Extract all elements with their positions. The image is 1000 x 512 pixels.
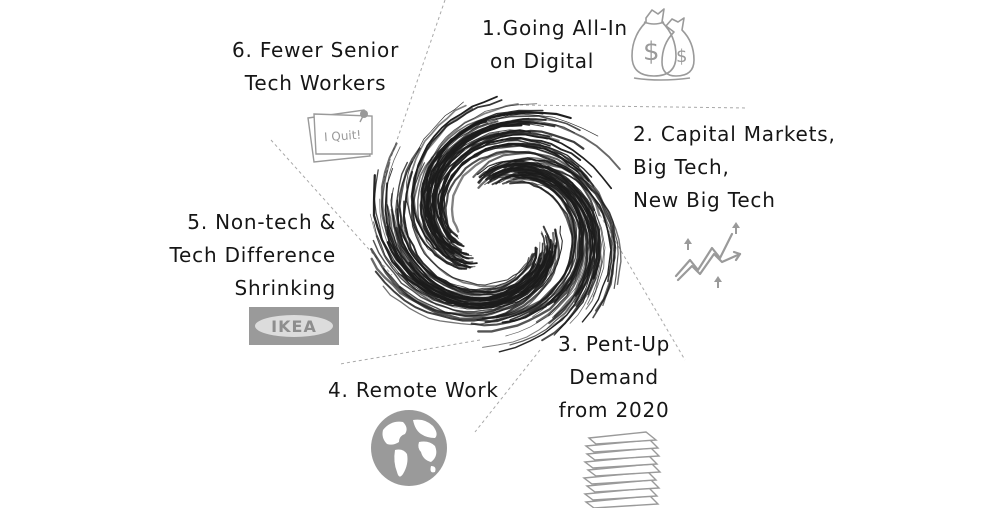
swirl-stroke (509, 175, 577, 321)
ikea-logo-icon: IKEA (249, 307, 339, 345)
swirl-stroke (382, 240, 554, 317)
ikea-logo-text: IKEA (255, 315, 333, 337)
swirl-stroke (485, 158, 619, 289)
factor-4-label: 4. Remote Work (328, 374, 499, 407)
factor-5-line-3: Shrinking (234, 276, 336, 300)
svg-text:$: $ (676, 46, 687, 67)
rising-chart-icon (674, 222, 742, 288)
swirl-stroke (450, 150, 601, 233)
swirl-stroke (487, 174, 577, 314)
swirl-stroke (484, 169, 596, 338)
swirl-stroke (472, 151, 617, 312)
factor-6-label: 6. Fewer Senior Tech Workers (232, 34, 399, 100)
factor-2-line-2: Big Tech, (633, 155, 730, 179)
swirl-stroke (443, 142, 593, 234)
factor-3-label: 3. Pent-Up Demand from 2020 (558, 328, 670, 427)
paper-stack-icon (582, 431, 662, 508)
factor-3-line-1: 3. Pent-Up (558, 332, 671, 356)
swirl-stroke (485, 164, 585, 306)
quit-note-text: I Quit! (324, 128, 362, 145)
factor-3-line-2: Demand (569, 365, 659, 389)
swirl-stroke (381, 161, 548, 305)
factor-6-line-1: 6. Fewer Senior (232, 38, 400, 62)
swirl-stroke (427, 113, 599, 257)
swirl-stroke (406, 101, 468, 269)
swirl-stroke (386, 146, 537, 299)
factor-1-line-2: on Digital (490, 49, 595, 73)
money-bags-icon: $ $ (631, 8, 695, 81)
factor-5-label: 5. Non-tech & Tech Difference Shrinking (169, 206, 336, 305)
factor-4-line-1: 4. Remote Work (328, 378, 499, 402)
swirl-stroke (373, 169, 542, 305)
swirl-stroke (476, 180, 574, 322)
swirl-stroke (424, 109, 544, 252)
factor-1-label: 1.Going All-In on Digital (482, 12, 628, 78)
swirl-stroke (375, 235, 557, 314)
factor-2-line-1: 2. Capital Markets, (633, 122, 836, 146)
factor-6-line-2: Tech Workers (244, 71, 387, 95)
divider-line (599, 214, 686, 361)
swirl-stroke (487, 161, 622, 286)
factor-2-line-3: New Big Tech (633, 188, 776, 212)
divider-line (519, 104, 749, 109)
swirl-stroke (424, 120, 556, 262)
swirl-stroke (516, 180, 583, 317)
globe-icon (371, 410, 447, 486)
swirl-stroke (440, 129, 585, 238)
factor-1-line-1: 1.Going All-In (482, 16, 628, 40)
swirl-stroke (398, 225, 530, 291)
swirl-stroke (386, 205, 544, 300)
swirl-stroke (504, 168, 589, 337)
factor-3-line-3: from 2020 (558, 398, 670, 422)
swirl-stroke (488, 167, 599, 308)
divider-line (270, 139, 393, 276)
swirl-stroke (382, 243, 557, 326)
swirl-stroke (431, 122, 547, 254)
swirl-stroke (441, 142, 580, 242)
swirl-stroke (477, 162, 601, 280)
swirl-stroke (370, 228, 560, 320)
factor-5-line-2: Tech Difference (169, 243, 336, 267)
svg-text:$: $ (643, 37, 660, 67)
swirl-stroke (479, 157, 612, 323)
quit-note-icon: I Quit! (307, 109, 373, 163)
factor-2-label: 2. Capital Markets, Big Tech, New Big Te… (633, 118, 836, 217)
swirl-stroke (470, 171, 581, 327)
swirl-stroke (386, 204, 545, 302)
swirl-stroke (489, 170, 593, 295)
swirl-stroke (397, 234, 548, 310)
factor-5-line-1: 5. Non-tech & (187, 210, 336, 234)
swirl-stroke (431, 122, 531, 251)
